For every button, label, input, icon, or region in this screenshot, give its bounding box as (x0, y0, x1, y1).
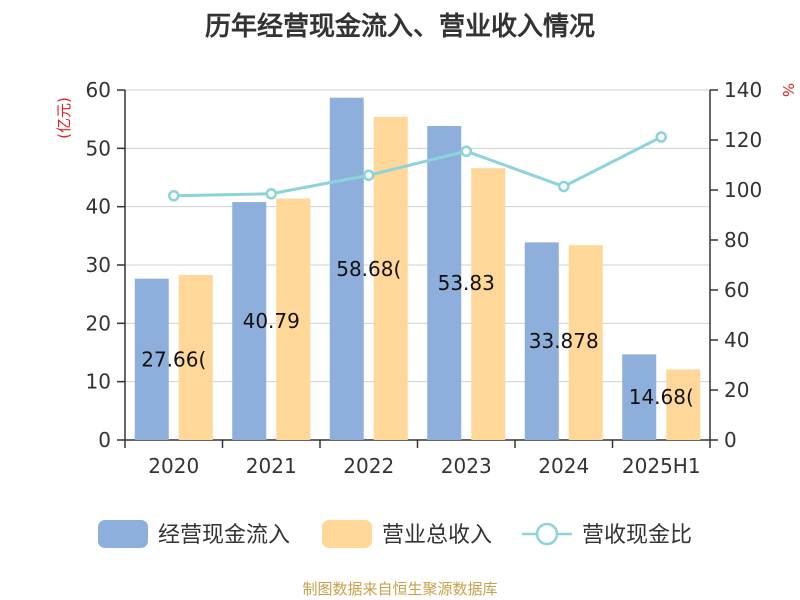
legend-swatch (98, 520, 148, 548)
legend-swatch (322, 520, 372, 548)
line-point (265, 188, 277, 200)
bar-营业总收入 (276, 198, 311, 440)
bar-营业总收入 (568, 245, 603, 440)
y-left-axis-label: (亿元) (55, 97, 73, 139)
bar-经营现金流入 (524, 242, 559, 440)
legend-swatch-marker (535, 522, 559, 546)
y-left-tick-label: 30 (86, 253, 111, 277)
y-right-tick-label: 120 (724, 128, 762, 152)
y-right-axis-label: % (779, 83, 797, 97)
y-left-tick-label: 40 (86, 195, 111, 219)
line-point (655, 131, 667, 143)
y-right-tick-label: 100 (724, 178, 762, 202)
y-left-tick-label: 20 (86, 311, 111, 335)
bar-value-label: 58.68( (336, 257, 401, 281)
x-tick-label: 2021 (246, 454, 297, 478)
y-left-tick-label: 10 (86, 370, 111, 394)
line-point (168, 190, 180, 202)
bar-value-label: 33.878 (529, 329, 599, 353)
legend-label: 营业总收入 (382, 523, 492, 548)
bar-营业总收入 (178, 274, 213, 440)
legend-label: 经营现金流入 (158, 523, 290, 548)
line-point (558, 180, 570, 193)
bar-经营现金流入 (232, 202, 267, 440)
x-tick-label: 2020 (148, 454, 199, 478)
y-right-tick-label: 140 (724, 78, 762, 102)
y-left-tick-label: 0 (98, 428, 111, 452)
bar-营业总收入 (666, 369, 701, 440)
chart-title: 历年经营现金流入、营业收入情况 (204, 12, 595, 42)
y-right-tick-label: 80 (724, 228, 749, 252)
x-tick-label: 2023 (441, 454, 492, 478)
y-left-tick-label: 60 (86, 78, 111, 102)
bar-value-label: 40.79 (243, 309, 300, 333)
bar-value-label: 14.68( (629, 385, 694, 409)
legend-label: 营收现金比 (582, 523, 692, 548)
y-right-tick-label: 20 (724, 378, 749, 402)
line-point (363, 169, 375, 181)
y-right-tick-label: 0 (724, 428, 737, 452)
bar-经营现金流入 (427, 125, 462, 440)
source-footer: 制图数据来自恒生聚源数据库 (302, 580, 498, 598)
line-营收现金比 (173, 135, 662, 198)
bar-营业总收入 (471, 168, 506, 440)
bar-经营现金流入 (134, 278, 169, 440)
line-point (460, 145, 472, 157)
x-tick-label: 2022 (343, 454, 394, 478)
y-right-tick-label: 60 (724, 278, 749, 302)
bar-value-label: 27.66( (141, 347, 206, 371)
x-tick-label: 2025H1 (622, 454, 701, 478)
bar-value-label: 53.83 (438, 271, 495, 295)
bar-经营现金流入 (622, 354, 657, 440)
y-left-tick-label: 50 (86, 136, 111, 160)
x-tick-label: 2024 (538, 454, 589, 478)
y-right-tick-label: 40 (724, 328, 749, 352)
bar-经营现金流入 (329, 97, 364, 440)
